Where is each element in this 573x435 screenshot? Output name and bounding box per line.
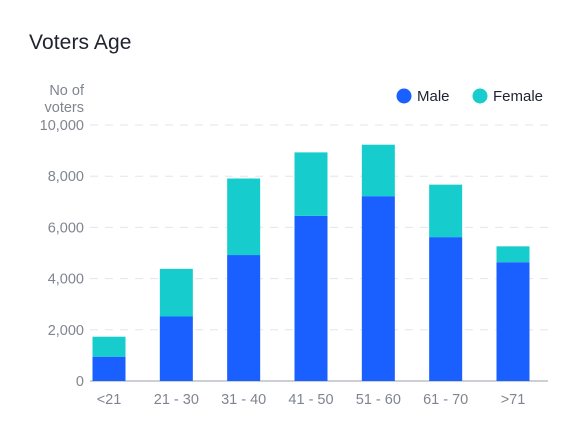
bar-female <box>496 246 530 263</box>
x-tick-label: 41 - 50 <box>288 392 333 408</box>
bar-male <box>361 196 395 381</box>
y-tick-label: 10,000 <box>40 118 84 134</box>
x-tick-label: 21 - 30 <box>154 392 199 408</box>
bar-male <box>294 215 328 381</box>
bar-female <box>159 268 193 317</box>
bar-female <box>429 184 463 238</box>
bar-female <box>227 178 261 256</box>
y-tick-label: 8,000 <box>48 169 84 185</box>
bar-male <box>227 255 261 381</box>
y-tick-label: 0 <box>76 374 84 390</box>
bar-male <box>429 237 463 381</box>
x-tick-label: >71 <box>501 392 526 408</box>
y-axis-label: No of voters <box>45 83 85 116</box>
y-tick-label: 6,000 <box>48 220 84 236</box>
bar-female <box>294 152 328 216</box>
bar-male <box>159 316 193 381</box>
y-tick-label: 4,000 <box>48 272 84 288</box>
legend-marker-female <box>472 88 488 104</box>
x-tick-label: 51 - 60 <box>356 392 401 408</box>
bar-female <box>361 144 395 197</box>
bar-male <box>496 262 530 381</box>
chart-title: Voters Age <box>29 31 132 54</box>
y-tick-label: 2,000 <box>48 323 84 339</box>
x-tick-label: 61 - 70 <box>423 392 468 408</box>
x-tick-label: <21 <box>97 392 122 408</box>
bar-female <box>92 336 126 357</box>
legend-marker-male <box>396 88 412 104</box>
legend-label-female: Female <box>493 88 543 105</box>
bar-male <box>92 356 126 381</box>
legend-label-male: Male <box>417 88 450 105</box>
x-tick-label: 31 - 40 <box>221 392 266 408</box>
